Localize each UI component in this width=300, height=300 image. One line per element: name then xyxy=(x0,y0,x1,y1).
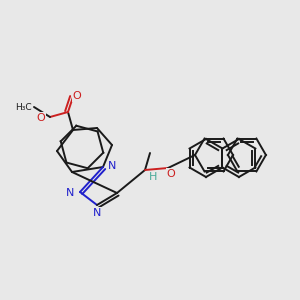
Text: O: O xyxy=(167,169,176,179)
Text: O: O xyxy=(36,113,45,123)
Text: N: N xyxy=(93,208,101,218)
Text: H: H xyxy=(149,172,157,182)
Text: O: O xyxy=(73,91,81,101)
Text: N: N xyxy=(66,188,74,198)
Text: H₃C: H₃C xyxy=(15,103,32,112)
Text: N: N xyxy=(108,161,116,171)
